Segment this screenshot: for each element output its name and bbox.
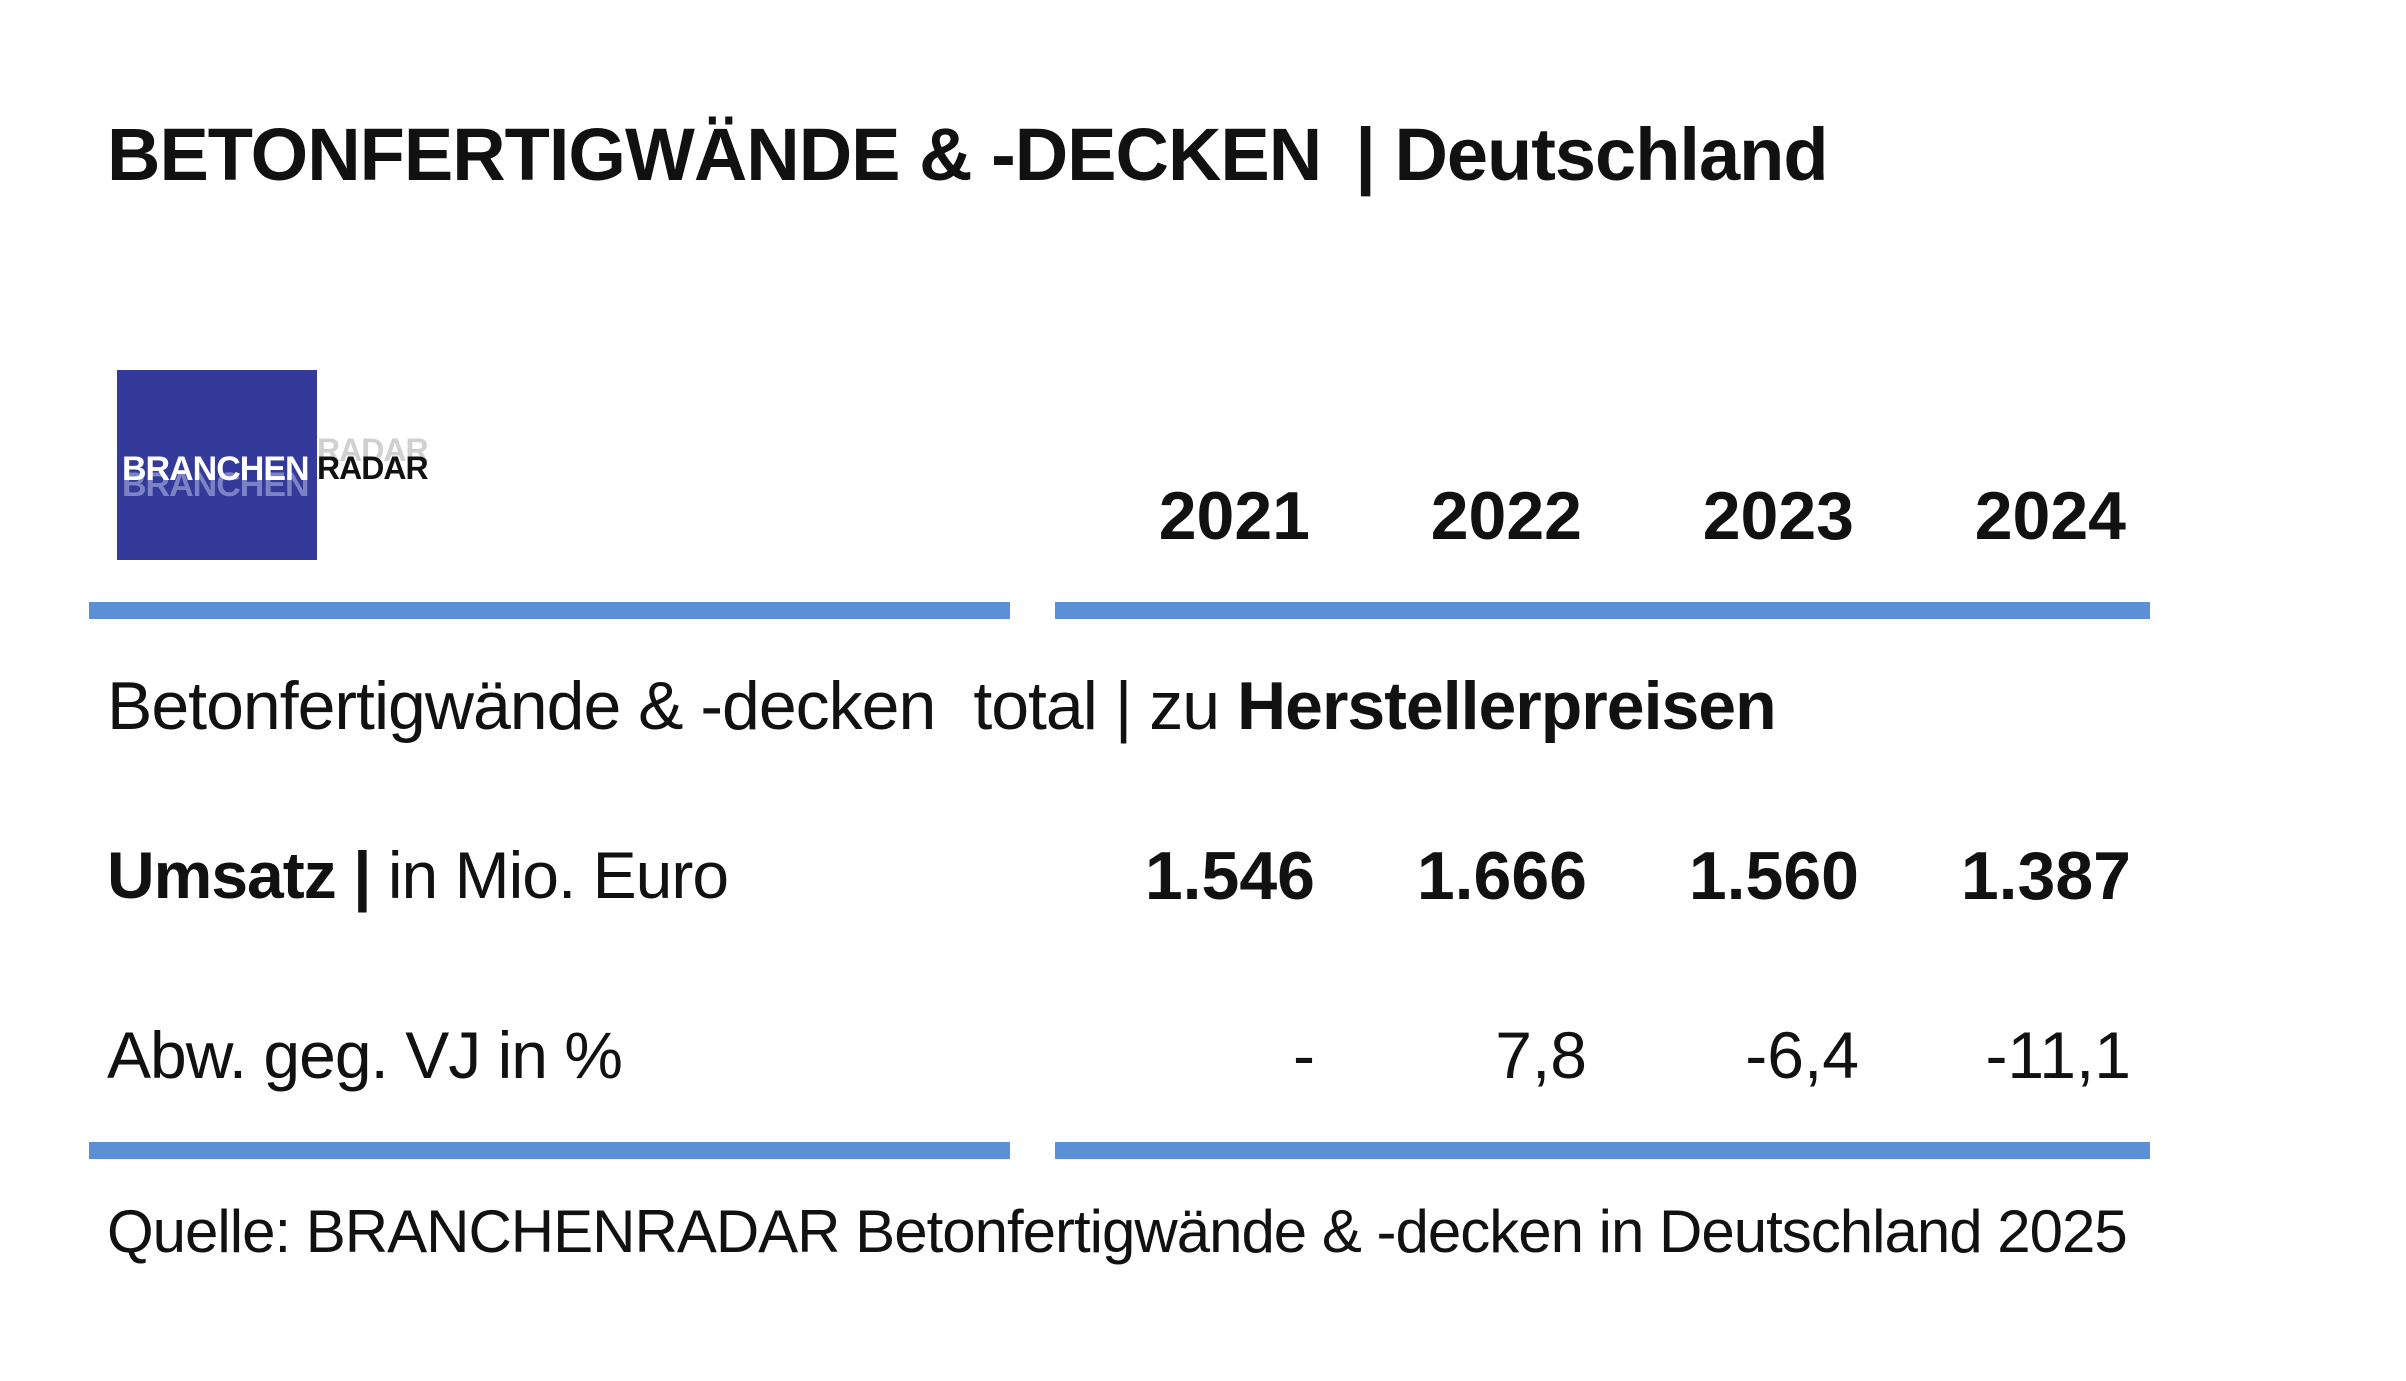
umsatz-2024: 1.387 xyxy=(1960,838,2131,914)
year-header-2021: 2021 xyxy=(1158,478,1310,554)
umsatz-2023: 1.560 xyxy=(1688,838,1859,914)
section-heading: Betonfertigwände & -decken total | zu Her… xyxy=(107,672,1777,740)
year-header-2022: 2022 xyxy=(1430,478,1582,554)
top-rule-left xyxy=(89,602,1010,619)
year-header-2024: 2024 xyxy=(1974,478,2126,554)
abweichung-2024: -11,1 xyxy=(1985,1018,2131,1092)
section-prefix: Betonfertigwände & -decken xyxy=(107,668,936,744)
branchenradar-logo: BRANCHEN BRANCHEN RADAR RADAR xyxy=(117,370,429,560)
section-middle: total | zu xyxy=(973,668,1220,744)
row-label-unit: in Mio. Euro xyxy=(387,838,729,912)
logo-text-branchen: BRANCHEN xyxy=(122,450,310,488)
bottom-rule-left xyxy=(89,1142,1010,1159)
abweichung-2023: -6,4 xyxy=(1745,1018,1859,1092)
row-label-bold: Umsatz | xyxy=(107,838,372,912)
logo-reflection-radar: RADAR xyxy=(317,432,429,468)
logo-reflection: BRANCHEN xyxy=(122,466,310,504)
row-label-umsatz: Umsatz | in Mio. Euro xyxy=(107,842,729,908)
page-title: BETONFERTIGWÄNDE & -DECKEN | Deutschland xyxy=(107,118,1829,192)
umsatz-2021: 1.546 xyxy=(1144,838,1315,914)
row-label-abweichung-text: Abw. geg. VJ in % xyxy=(107,1018,623,1092)
title-main: BETONFERTIGWÄNDE & -DECKEN xyxy=(107,113,1322,196)
section-bold: Herstellerpreisen xyxy=(1237,668,1777,744)
abweichung-2022: 7,8 xyxy=(1495,1018,1587,1092)
row-label-abweichung: Abw. geg. VJ in % xyxy=(107,1022,623,1088)
year-header-2023: 2023 xyxy=(1702,478,1854,554)
abweichung-2021: - xyxy=(1293,1018,1315,1092)
source-note: Quelle: BRANCHENRADAR Betonfertigwände &… xyxy=(107,1198,2128,1265)
top-rule-right xyxy=(1055,602,2150,619)
umsatz-2022: 1.666 xyxy=(1416,838,1587,914)
bottom-rule-right xyxy=(1055,1142,2150,1159)
logo-text-radar: RADAR xyxy=(317,450,429,486)
title-region: | Deutschland xyxy=(1355,113,1828,196)
